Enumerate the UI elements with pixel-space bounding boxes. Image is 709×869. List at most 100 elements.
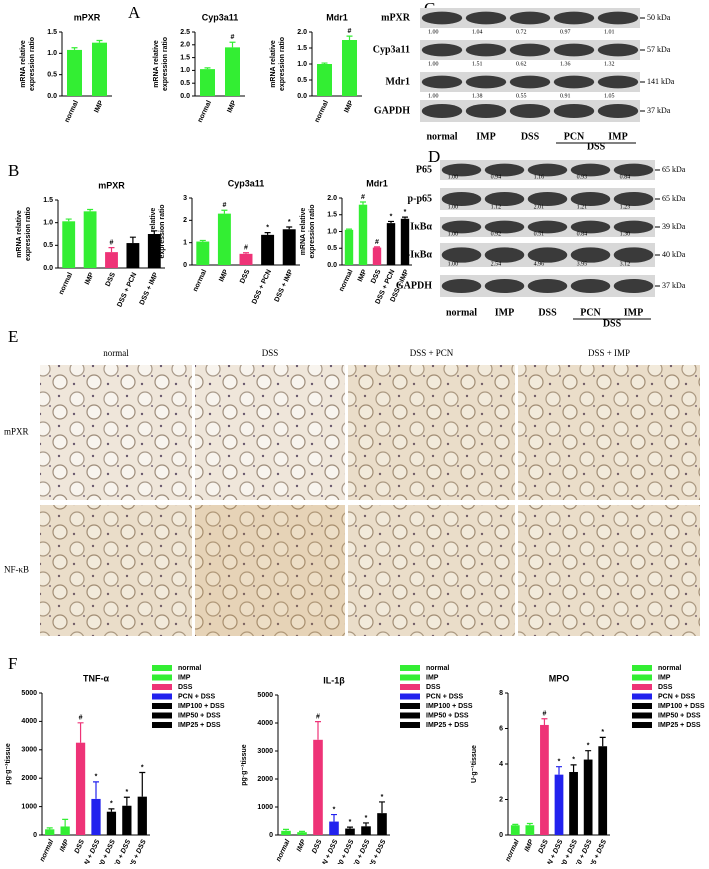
blot-band [570,278,611,294]
significance-marker: * [349,819,352,826]
ratio: 0.94 [491,174,502,180]
legend-label: IMP50 + DSS [426,712,469,719]
error-bar [512,823,519,826]
kda-label: 141 kDa [647,77,675,86]
chart-title: Mdr1 [366,178,388,188]
legend-swatch [152,693,172,700]
blot-band [597,11,639,25]
legend-swatch [400,684,420,690]
lane-label: DSS [521,131,540,142]
histology-image [195,505,345,636]
blot-band [441,191,482,207]
blot-band [553,75,595,89]
blot-band [421,103,463,119]
error-bar [286,226,293,230]
group-label: DSS [603,318,622,329]
error-bar [243,252,249,254]
histology-column-label: DSS [262,348,279,358]
blot-band [465,103,507,119]
legend-label: IMP100 + DSS [178,703,225,710]
error-bar [346,35,353,40]
blot-band [509,75,551,89]
x-tick-label: IMP [59,838,71,853]
significance-marker: * [390,213,393,220]
kda-label: 37 kDa [662,281,686,290]
bar [106,811,117,835]
legend-label: IMP [426,674,439,681]
y-axis-label: U·g⁻¹tissue [471,745,478,783]
y-tick-label: 1.0 [47,50,57,57]
bar [525,825,535,835]
lane-label: IMP [476,131,495,142]
ratio: 1.23 [620,204,631,210]
legend-swatch [400,722,420,728]
legend-swatch [152,712,172,719]
y-tick-label: 1.0 [43,220,53,227]
error-bar [87,208,94,212]
legend-label: IMP50 + DSS [178,712,221,719]
x-tick-label: DSS [74,838,87,854]
x-tick-label: normal [505,838,522,863]
lane-label: IMP [495,307,514,318]
bar [75,742,86,835]
legend-label: normal [178,665,201,672]
chart-title: mPXR [98,180,125,190]
bar [83,211,97,268]
blot-band [421,75,463,89]
y-tick-label: 1.5 [47,29,57,36]
y-tick-label: 2.0 [297,29,307,36]
x-tick-label: IMP [357,268,369,283]
legend-swatch [400,665,420,671]
legend-label: IMP100 + DSS [426,703,473,710]
legend-swatch [632,703,652,709]
blot-band [570,163,611,177]
lane-label: normal [426,131,457,142]
y-tick-label: 0.0 [43,265,53,272]
staining-overlay [195,505,345,636]
kda-label: 40 kDa [662,250,686,259]
y-axis-label: mRNA relative [150,208,157,256]
blot-band [527,247,568,263]
y-tick-label: 6 [499,725,503,732]
y-axis-label: mRNA relative [153,40,160,88]
ratio: 1.00 [428,93,439,99]
blot-band [570,247,611,263]
legend-swatch [632,665,652,671]
error-bar [379,801,385,814]
panel-letter: A [128,3,141,22]
bar [313,739,323,835]
y-axis-label: pg·g⁻¹tissue [5,743,12,785]
significance-marker: # [542,711,546,718]
legend-swatch [632,722,652,728]
x-tick-label: IMP [226,99,238,114]
y-tick-label: 2.5 [180,29,190,36]
ratio: 1.00 [448,204,459,210]
error-bar [299,830,305,833]
blot-band [597,103,639,119]
error-bar [599,736,606,747]
blot-label: Mdr1 [386,76,410,87]
y-axis-label: pg·g⁻¹tissue [241,744,248,786]
y-tick-label: 3000 [21,747,37,754]
bar [217,213,231,265]
bar [345,828,355,835]
legend-swatch [152,674,172,681]
ratio: 1.38 [472,93,483,99]
y-axis-label: expression ratio [279,37,286,91]
y-tick-label: 0.5 [43,242,53,249]
staining-overlay [40,505,192,636]
blot-band [570,220,611,234]
error-bar [321,62,328,64]
bar [361,826,371,835]
bar [510,825,520,835]
y-tick-label: 2.0 [180,42,190,49]
significance-marker: # [244,245,248,252]
significance-marker: # [79,715,83,722]
bar [122,805,132,835]
significance-marker: # [316,713,320,720]
ratio: 0.97 [560,29,571,35]
kda-label: 50 kDa [647,13,671,22]
bar [329,821,339,835]
kda-label: 65 kDa [662,165,686,174]
